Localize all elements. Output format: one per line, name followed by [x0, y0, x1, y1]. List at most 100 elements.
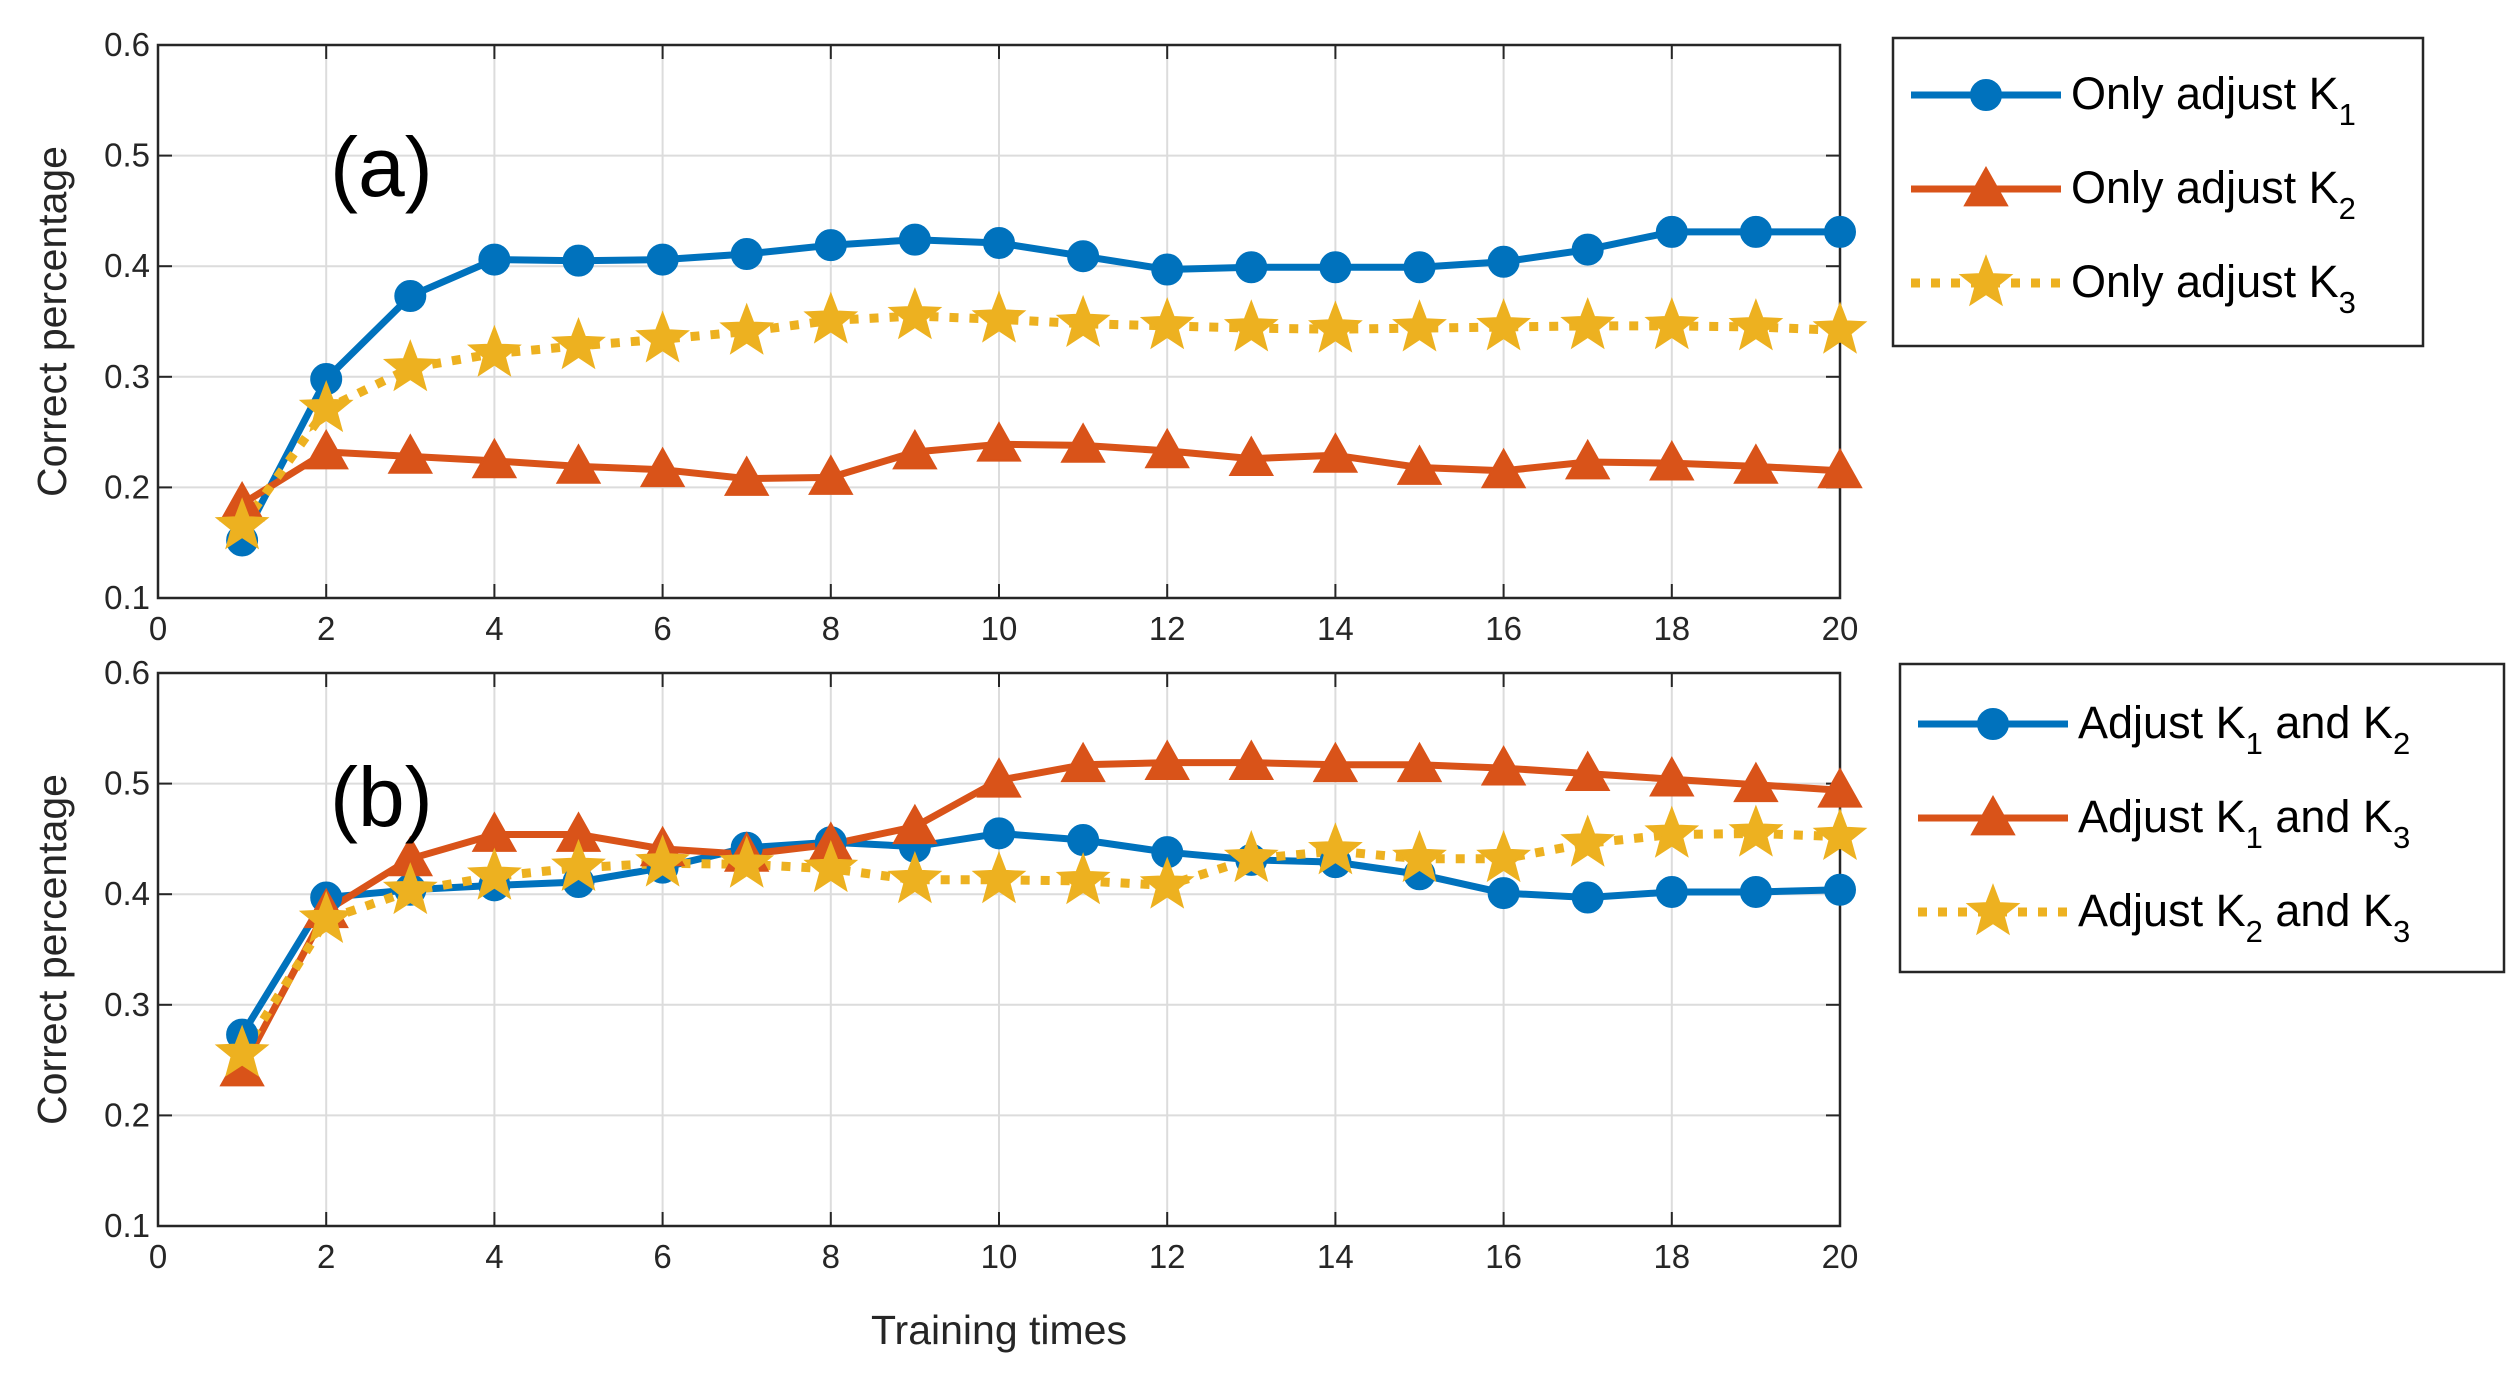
- data-point: [1067, 240, 1100, 273]
- data-point: [1564, 750, 1611, 792]
- data-point: [382, 339, 438, 392]
- x-tick-label: 8: [822, 610, 840, 647]
- data-point: [983, 817, 1015, 850]
- y-tick-label: 0.5: [104, 765, 150, 802]
- data-point: [214, 497, 270, 550]
- x-tick-label: 12: [1149, 1238, 1186, 1275]
- series-only-adjust-k2: [219, 421, 1863, 522]
- data-point: [983, 226, 1015, 259]
- legend-subscript: 2: [2246, 914, 2263, 949]
- data-point: [1644, 805, 1700, 858]
- x-tick-label: 2: [317, 610, 335, 647]
- legend-item: Only adjust K1: [1911, 68, 2356, 132]
- y-tick-label: 0.1: [104, 1207, 150, 1244]
- y-axis-label: Correct percentage: [29, 146, 75, 497]
- data-point: [1144, 427, 1190, 469]
- x-tick-label: 10: [981, 610, 1018, 647]
- legend-label: Only adjust K2: [2071, 162, 2356, 226]
- data-point: [467, 847, 522, 900]
- data-point: [803, 839, 859, 893]
- legend-item: Only adjust K2: [1911, 162, 2356, 226]
- data-point: [551, 316, 606, 370]
- x-tick-label: 6: [653, 610, 671, 647]
- series-markers: [214, 215, 1868, 557]
- data-point: [1560, 814, 1616, 867]
- legend-text-part: Only adjust K: [2071, 68, 2339, 119]
- panels: 0 2 4 6 8 10 12 14 16 18 200.10.20.30.40.50.6Corre…: [29, 26, 2506, 1353]
- data-point: [1235, 251, 1268, 284]
- data-point: [1139, 297, 1195, 350]
- data-point: [1644, 297, 1700, 350]
- data-point: [551, 838, 606, 891]
- data-point: [1392, 829, 1447, 883]
- data-point: [887, 850, 943, 904]
- x-tick-label: 20: [1822, 1238, 1859, 1275]
- data-point: [1060, 741, 1106, 783]
- data-point: [1487, 245, 1520, 278]
- legend-label: Only adjust K3: [2071, 256, 2356, 320]
- legend-text-part: Adjust K: [2078, 697, 2246, 748]
- data-point: [1067, 824, 1100, 857]
- legend-marker: [1970, 79, 2002, 111]
- series-adjust-k2-and-k3: [214, 804, 1868, 1077]
- y-axis-label: Correct percentage: [29, 774, 75, 1125]
- x-tick-label: 4: [485, 610, 503, 647]
- data-point: [298, 890, 354, 943]
- data-point: [887, 287, 943, 340]
- data-point: [1392, 299, 1447, 352]
- data-point: [214, 1024, 270, 1077]
- data-point: [1308, 822, 1363, 875]
- data-point: [1480, 447, 1527, 489]
- legend-label: Adjust K1 and K2: [2078, 697, 2410, 761]
- legend-subscript: 3: [2393, 820, 2410, 855]
- x-tick-label: 14: [1317, 610, 1354, 647]
- data-point: [1571, 233, 1604, 266]
- data-point: [976, 757, 1022, 798]
- data-point: [298, 380, 354, 433]
- x-tick-label: 14: [1317, 1238, 1354, 1275]
- y-tick-label: 0.4: [104, 247, 150, 284]
- y-tick-label: 0.3: [104, 986, 150, 1023]
- data-point: [730, 238, 763, 271]
- data-point: [1824, 873, 1856, 906]
- data-point: [1144, 739, 1190, 780]
- series-line-adjust-k1-and-k3: [239, 759, 1841, 1071]
- legend-marker: [1977, 708, 2009, 740]
- data-point: [562, 244, 595, 277]
- series-adjust-k1-and-k2: [226, 817, 1856, 1051]
- legend-label: Adjust K2 and K3: [2078, 885, 2410, 949]
- data-point: [478, 243, 511, 276]
- data-point: [387, 433, 434, 474]
- y-tick-label: 0.5: [104, 137, 150, 174]
- legend-text-part: and K: [2263, 791, 2393, 842]
- x-tick-label: 8: [822, 1238, 840, 1275]
- panel-a: 0 2 4 6 8 10 12 14 16 18 200.10.20.30.40.50.6Corre…: [29, 26, 2425, 647]
- data-point: [1151, 253, 1184, 286]
- data-point: [1655, 215, 1688, 248]
- legend-subscript: 3: [2393, 914, 2410, 949]
- x-tick-label: 12: [1149, 610, 1186, 647]
- data-point: [1571, 881, 1604, 914]
- legend-label: Only adjust K1: [2071, 68, 2356, 132]
- legend-item: Adjust K2 and K3: [1918, 883, 2410, 949]
- legend-subscript: 3: [2339, 285, 2356, 320]
- data-point: [382, 862, 438, 915]
- series-only-adjust-k3: [214, 287, 1868, 550]
- series-line-only-adjust-k2: [240, 440, 1841, 507]
- data-point: [1817, 767, 1863, 808]
- data-point: [1396, 741, 1443, 783]
- data-point: [1733, 761, 1779, 803]
- legend-label: Adjust K1 and K3: [2078, 791, 2410, 855]
- legend-subscript: 1: [2246, 726, 2263, 761]
- legend-subscript: 1: [2246, 820, 2263, 855]
- x-tick-label: 4: [485, 1238, 503, 1275]
- y-tick-label: 0.6: [104, 654, 150, 691]
- legend-marker: [1963, 165, 2009, 207]
- data-point: [1655, 875, 1688, 908]
- data-point: [1403, 251, 1436, 284]
- legend-subscript: 2: [2339, 191, 2356, 226]
- y-tick-label: 0.2: [104, 1096, 150, 1133]
- x-tick-label: 2: [317, 1238, 335, 1275]
